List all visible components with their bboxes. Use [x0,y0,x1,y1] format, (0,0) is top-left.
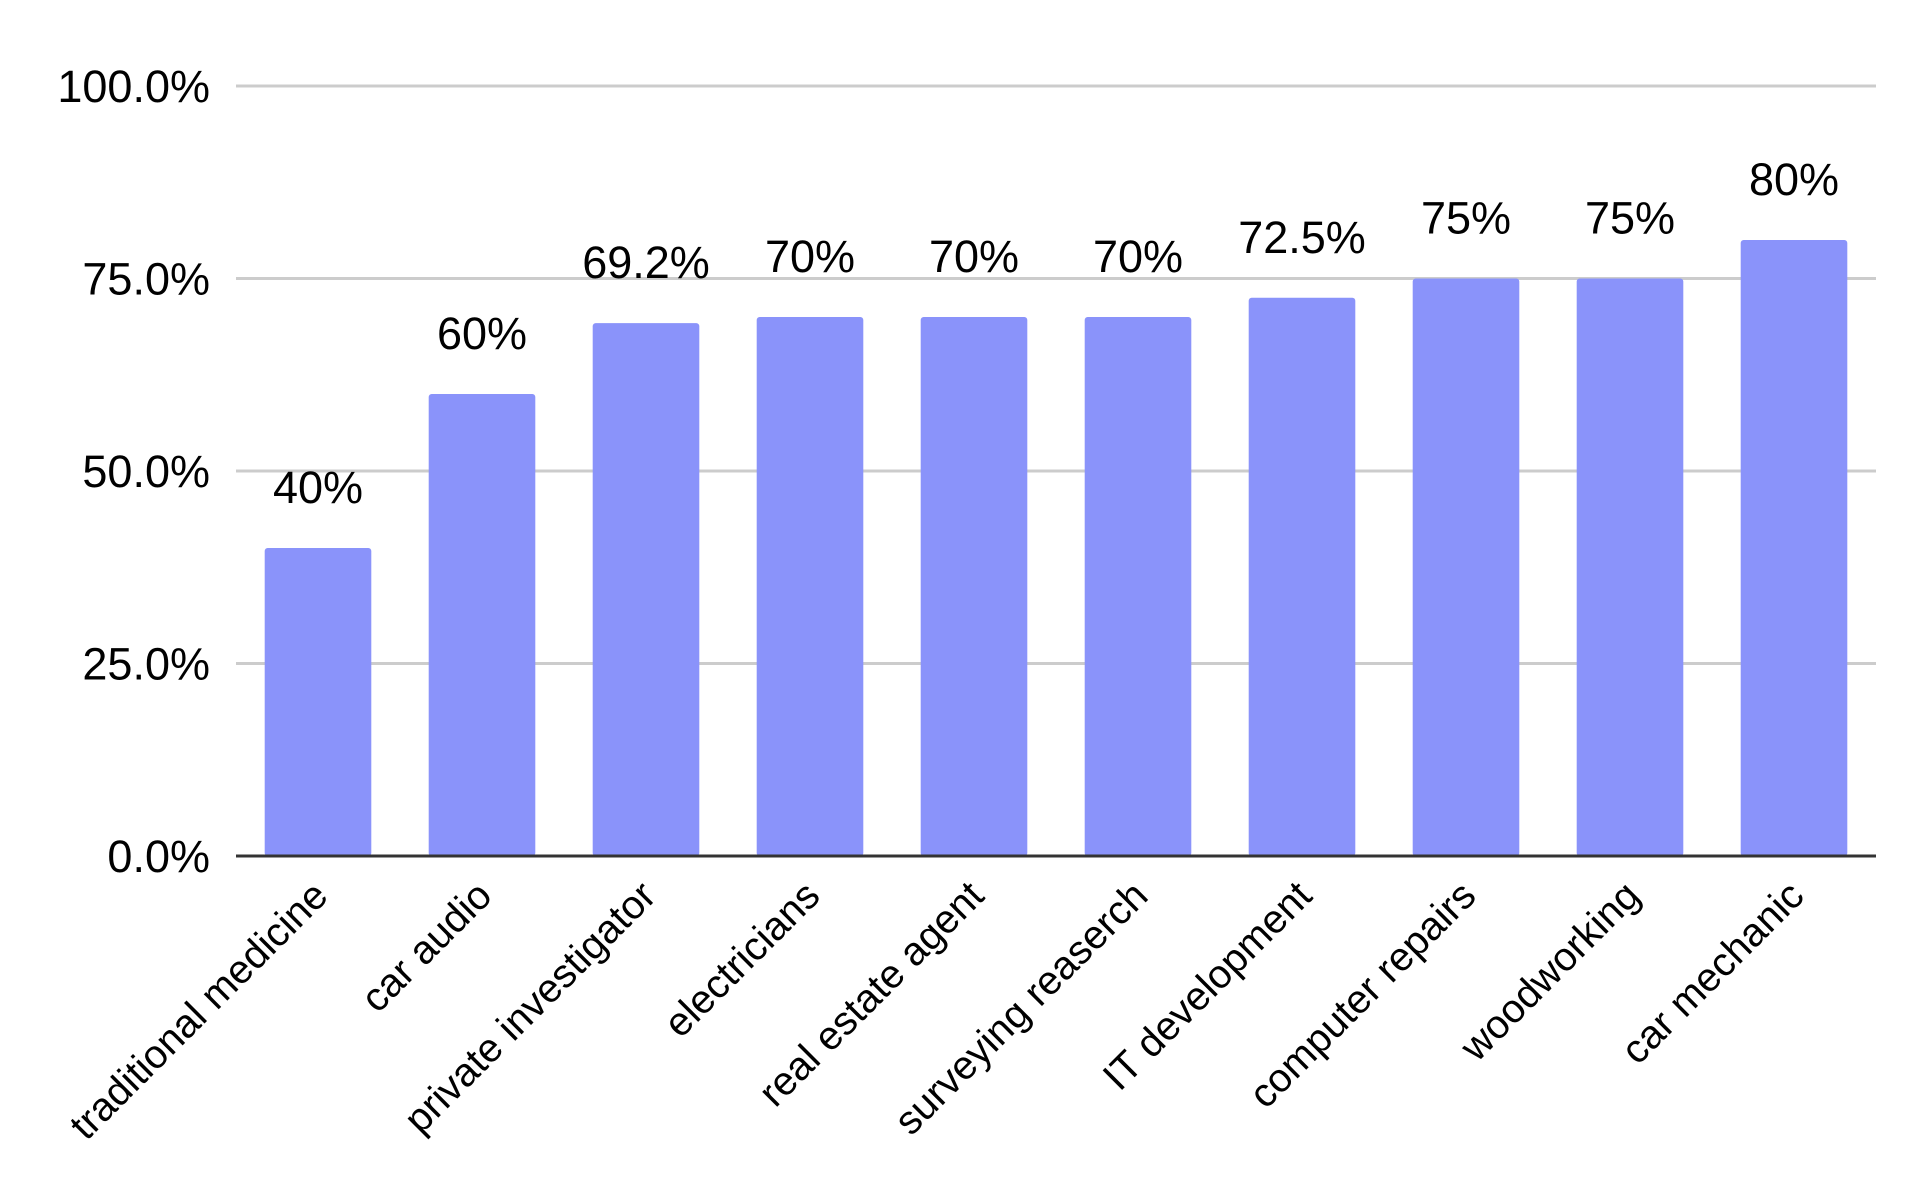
y-tick-label: 50.0% [82,446,210,497]
data-label: 70% [929,231,1019,282]
y-tick-label: 100.0% [57,61,210,112]
data-labels: 40% 60% 69.2% 70% 70% 70% 72.5% 75% 75% 80% [273,154,1839,513]
y-tick-label: 25.0% [82,639,210,690]
data-label: 60% [437,308,527,359]
bar [1248,297,1356,856]
data-label: 80% [1749,154,1839,205]
data-label: 40% [273,462,363,513]
x-tick-label: traditional medicine [62,873,337,1148]
data-label: 70% [1093,231,1183,282]
y-axis-tick-labels: 0.0% 25.0% 50.0% 75.0% 100.0% [57,61,210,882]
bars [264,240,1848,856]
data-label: 72.5% [1238,212,1366,263]
bar [920,317,1028,856]
y-tick-label: 0.0% [107,831,210,882]
bar [1412,278,1520,856]
bar [264,548,372,856]
data-label: 69.2% [582,237,710,288]
bar [592,323,700,856]
data-label: 70% [765,231,855,282]
x-tick-label: electricians [656,873,829,1046]
bar [756,317,864,856]
bar [1084,317,1192,856]
data-label: 75% [1585,193,1675,244]
data-label: 75% [1421,193,1511,244]
bar [1740,240,1848,856]
y-tick-label: 75.0% [82,254,210,305]
bar [428,394,536,856]
bar [1576,278,1684,856]
x-tick-label: car audio [353,873,500,1020]
